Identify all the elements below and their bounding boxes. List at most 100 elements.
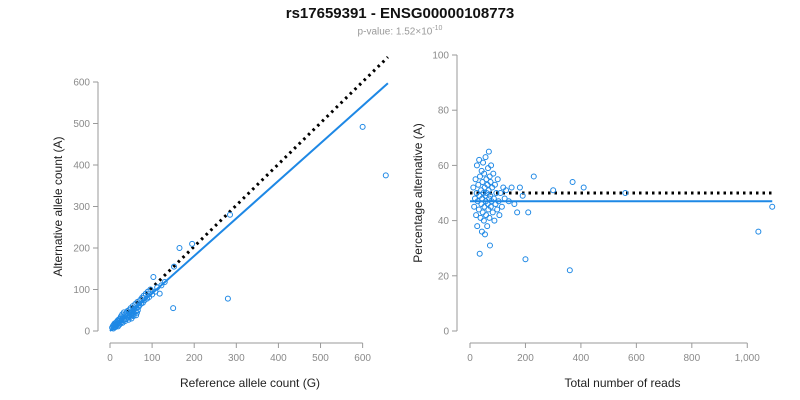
data-point [516,184,523,191]
data-point [569,178,576,185]
x-tick-label: 600 [354,353,371,364]
data-point [487,203,494,210]
p-value-exponent: -10 [432,25,443,32]
y-tick-label: 100 [432,51,449,62]
data-point [495,198,502,205]
x-tick-label: 600 [628,353,645,364]
data-point [489,209,496,216]
data-point [491,217,498,224]
data-point [477,214,484,221]
data-point [170,305,177,312]
x-tick-label: 800 [683,353,700,364]
y-tick-label: 600 [73,78,90,89]
data-point [484,223,491,230]
data-point [487,178,494,185]
data-point [496,212,503,219]
data-point [479,178,486,185]
data-point [480,159,487,166]
data-point [514,209,521,216]
data-point [491,181,498,188]
data-point [479,209,486,216]
data-point [476,250,483,257]
data-point [474,223,481,230]
data-point [519,192,526,199]
x-axis-title: Reference allele count (G) [180,376,320,390]
x-tick-label: 400 [270,353,287,364]
data-point [481,170,488,177]
x-tick-label: 500 [312,353,329,364]
data-point [498,203,505,210]
data-point [490,170,497,177]
x-tick-label: 200 [517,353,534,364]
chart-title: rs17659391 - ENSG00000108773 [285,5,515,22]
data-point [359,123,366,130]
x-tick-label: 200 [186,353,203,364]
y-tick-label: 80 [438,106,450,117]
y-tick-label: 500 [73,119,90,130]
x-tick-label: 300 [228,353,245,364]
x-tick-label: 0 [107,353,113,364]
data-point [505,198,512,205]
scatter-panel-allele-counts: 0 100 200 300 400 500 600 0 100 200 300 400 500 600 Re… [51,56,389,390]
data-point [171,263,177,270]
data-point [150,274,157,281]
data-point [471,203,478,210]
data-point [382,172,389,179]
data-point [501,195,508,202]
data-point [622,190,629,196]
data-point [769,203,776,210]
x-axis-title: Total number of reads [564,376,680,390]
data-point [158,282,165,289]
data-point [486,242,493,249]
y-tick-label: 0 [443,327,449,338]
y-tick-label: 400 [73,161,90,172]
data-point [161,279,168,286]
data-point [478,228,485,235]
x-tick-label: 400 [573,353,590,364]
data-point [494,176,501,183]
data-point [156,290,163,297]
x-tick-label: 1,000 [735,353,760,364]
data-point [485,148,492,155]
y-tick-label: 200 [73,244,90,255]
data-point [224,295,231,302]
x-tick-label: 100 [144,353,161,364]
chart-subtitle: p-value: 1.52×10-10 [0,25,800,37]
y-axis-title: Alternative allele count (A) [51,136,65,276]
data-point [550,187,557,194]
data-point [494,206,501,213]
data-point [476,173,483,180]
data-point [483,212,490,219]
data-point [176,245,183,251]
data-point [473,212,480,219]
y-tick-label: 300 [73,202,90,213]
data-point [482,154,489,161]
y-axis-title: Percentage alternative (A) [411,123,425,262]
data-point [470,184,477,191]
data-point [472,176,479,183]
data-point [522,256,529,263]
y-tick-label: 40 [438,216,450,227]
data-point [530,173,537,180]
data-point [580,184,587,191]
data-point [125,316,132,323]
reference-line [125,56,389,314]
data-point [508,184,515,191]
x-tick-label: 0 [467,353,473,364]
data-point [227,211,233,218]
data-point [475,181,482,188]
data-point [503,187,510,194]
data-point [492,201,499,208]
data-point [525,209,532,216]
data-point [189,240,196,247]
data-point [485,165,492,172]
p-value-text: p-value: 1.52×10 [357,26,433,38]
y-tick-label: 60 [438,161,450,172]
data-point [480,217,487,224]
data-point [149,291,156,298]
y-tick-label: 0 [84,327,90,338]
data-point [490,195,497,202]
data-point [488,162,495,169]
data-point [497,190,504,196]
